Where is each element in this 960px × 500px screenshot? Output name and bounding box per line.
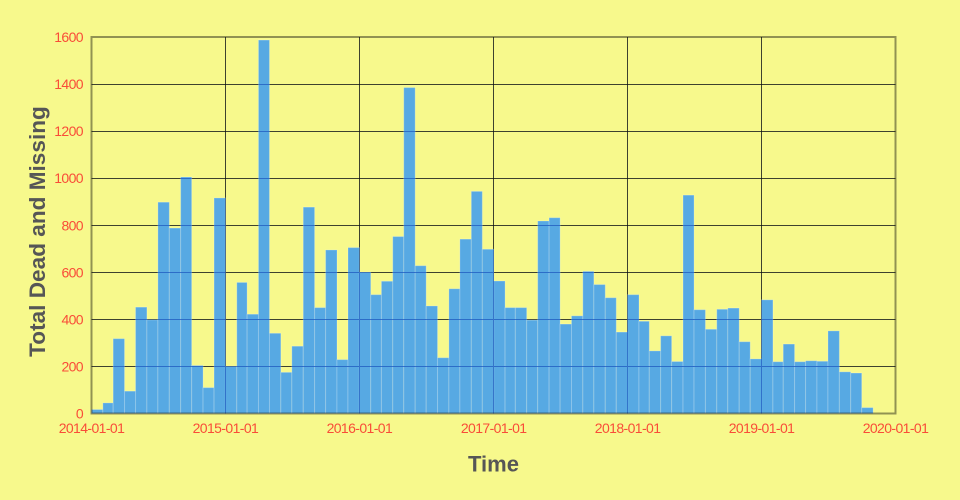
svg-text:1000: 1000 [54,170,84,186]
svg-text:Time: Time [468,452,519,477]
svg-text:200: 200 [61,358,83,374]
svg-text:2015-01-01: 2015-01-01 [193,420,259,436]
svg-text:2014-01-01: 2014-01-01 [59,420,125,436]
svg-text:2020-01-01: 2020-01-01 [863,420,929,436]
svg-text:800: 800 [61,217,83,233]
svg-text:1200: 1200 [54,123,84,139]
svg-text:2019-01-01: 2019-01-01 [729,420,795,436]
svg-text:400: 400 [61,311,83,327]
svg-text:2017-01-01: 2017-01-01 [461,420,527,436]
svg-text:2018-01-01: 2018-01-01 [595,420,661,436]
svg-text:600: 600 [61,264,83,280]
svg-text:2016-01-01: 2016-01-01 [327,420,393,436]
svg-text:1600: 1600 [54,29,84,45]
svg-text:Total Dead and Missing: Total Dead and Missing [25,106,50,357]
svg-text:1400: 1400 [54,76,84,92]
svg-text:0: 0 [76,406,84,422]
